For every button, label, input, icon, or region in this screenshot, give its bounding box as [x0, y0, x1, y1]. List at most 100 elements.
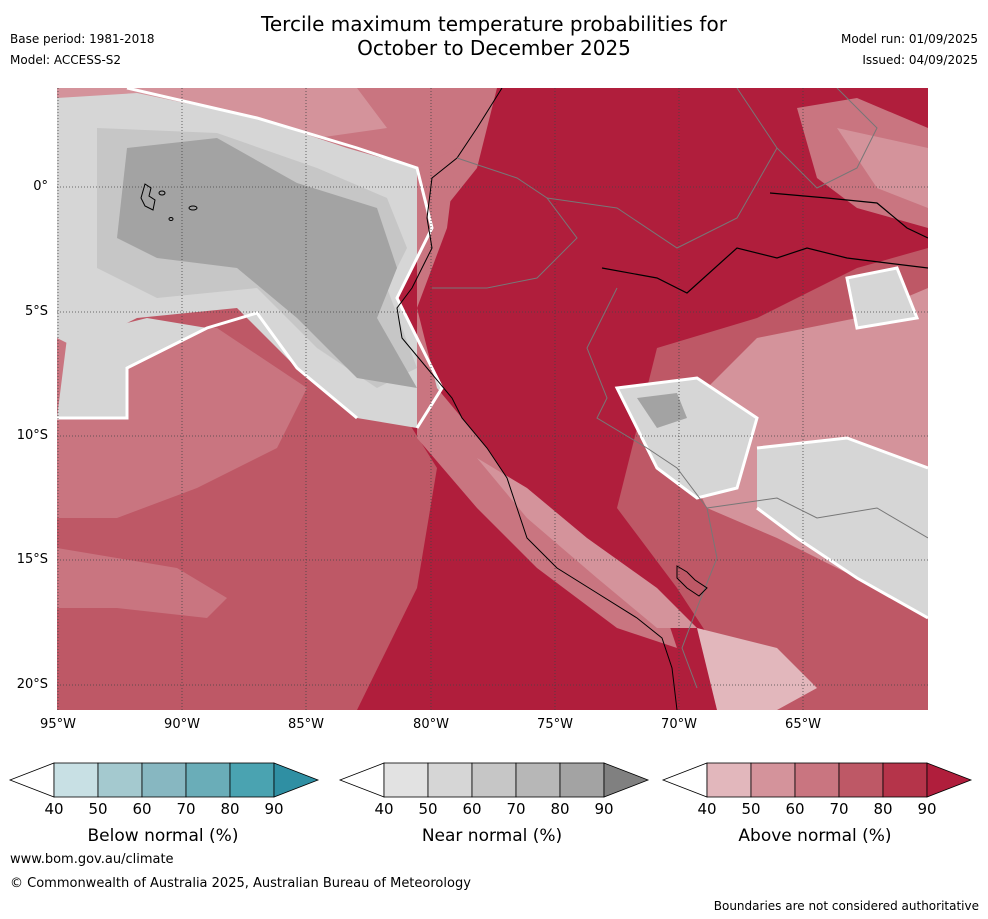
lon-label-90w: 90°W: [164, 717, 200, 732]
colorbars: [8, 762, 973, 798]
coastline: [396, 88, 678, 710]
lon-label-95w: 95°W: [40, 717, 76, 732]
lat-label-20s: 20°S: [16, 677, 48, 692]
near-normal-region-east: [757, 438, 928, 618]
below-tick-70: 70: [176, 800, 196, 818]
near-tick-50: 50: [418, 800, 438, 818]
above-tick-90: 90: [917, 800, 937, 818]
copyright: © Commonwealth of Australia 2025, Austra…: [10, 876, 471, 891]
below-tick-50: 50: [88, 800, 108, 818]
above-band-ocean-lowerwest: [57, 548, 227, 618]
galapagos-small-1: [158, 190, 166, 196]
boundary-near-ocean: [126, 88, 444, 429]
above-tick-60: 60: [785, 800, 805, 818]
lon-label-75w: 75°W: [537, 717, 573, 732]
boundary-near-ne: [845, 266, 920, 330]
below-swatch-70: [185, 762, 231, 798]
near-normal-80-ocean: [117, 138, 417, 388]
near-tick-70: 70: [506, 800, 526, 818]
near-arrow-low: [338, 762, 385, 798]
above-coastal-light: [477, 458, 697, 628]
graticule: [57, 88, 928, 710]
title-line-1: Tercile maximum temperature probabilitie…: [261, 12, 727, 36]
issued-date: Issued: 04/09/2025: [862, 53, 978, 67]
lat-label-15s: 15°S: [16, 552, 48, 567]
model-name: Model: ACCESS-S2: [10, 53, 122, 67]
near-normal-inland-dark: [637, 393, 687, 428]
below-swatch-80: [229, 762, 275, 798]
lon-label-80w: 80°W: [413, 717, 449, 732]
near-normal-title: Near normal (%): [421, 826, 563, 846]
boundaries-note: Boundaries are not considered authoritat…: [713, 899, 979, 913]
near-tick-90: 90: [594, 800, 614, 818]
boundary-near-inland: [614, 376, 759, 500]
near-swatch-40: [383, 762, 429, 798]
above-tick-80: 80: [873, 800, 893, 818]
near-tick-80: 80: [550, 800, 570, 818]
lon-label-70w: 70°W: [661, 717, 697, 732]
border-5: [706, 497, 928, 539]
above-coastal-strip: [417, 148, 677, 648]
galapagos-main: [140, 183, 156, 211]
major-rivers: [601, 192, 928, 294]
near-swatch-70: [515, 762, 561, 798]
near-normal-region-sw: [57, 318, 207, 418]
above-arrow-low: [661, 762, 708, 798]
title-line-2: October to December 2025: [357, 36, 631, 60]
river-north: [769, 192, 928, 239]
near-swatch-80: [559, 762, 605, 798]
above-tick-40: 40: [697, 800, 717, 818]
tercile-boundaries: [57, 88, 928, 620]
below-normal-title: Below normal (%): [87, 826, 239, 846]
near-tick-60: 60: [462, 800, 482, 818]
border-1: [432, 157, 578, 289]
above-swatch-40: [706, 762, 752, 798]
below-arrow-low: [8, 762, 55, 798]
lon-label-65w: 65°W: [785, 717, 821, 732]
meta-right: Model run: 01/09/2025 Issued: 04/09/2025: [841, 29, 978, 71]
above-south-east-light: [697, 628, 817, 710]
below-swatch-60: [141, 762, 187, 798]
above-swatch-70: [838, 762, 884, 798]
above-swatch-60: [794, 762, 840, 798]
colorbar-below: [8, 762, 320, 798]
near-swatch-50: [427, 762, 473, 798]
border-4: [681, 507, 718, 689]
river-amazon: [601, 247, 928, 294]
above-swatch-80: [882, 762, 928, 798]
lat-label-0: 0°: [33, 179, 48, 194]
below-swatch-40: [53, 762, 99, 798]
above-band-ne-light: [837, 128, 928, 208]
country-borders: [432, 88, 928, 689]
lake-titicaca: [676, 565, 708, 597]
below-tick-80: 80: [220, 800, 240, 818]
boundary-near-sw: [57, 311, 358, 420]
border-2: [546, 88, 778, 249]
near-tick-40: 40: [374, 800, 394, 818]
probability-map: [57, 88, 928, 710]
colorbar-near: [338, 762, 650, 798]
base-period: Base period: 1981-2018: [10, 32, 155, 46]
below-tick-40: 40: [44, 800, 64, 818]
above-arrow-high: [926, 762, 973, 798]
lat-label-10s: 10°S: [16, 428, 48, 443]
galapagos-small-2: [188, 205, 198, 211]
map-title: Tercile maximum temperature probabilitie…: [0, 12, 988, 60]
meta-left: Base period: 1981-2018 Model: ACCESS-S2: [10, 29, 155, 71]
border-3: [586, 287, 708, 509]
bom-url: www.bom.gov.au/climate: [10, 852, 174, 867]
boundary-near-east: [756, 436, 928, 620]
lon-label-85w: 85°W: [288, 717, 324, 732]
near-arrow-high: [603, 762, 650, 798]
lat-label-5s: 5°S: [24, 304, 48, 319]
islands: [140, 183, 708, 597]
border-6: [776, 88, 878, 189]
above-normal-title: Above normal (%): [738, 826, 892, 846]
model-run: Model run: 01/09/2025: [840, 32, 978, 46]
below-swatch-50: [97, 762, 143, 798]
near-normal-region-ne: [847, 268, 917, 328]
above-tick-50: 50: [741, 800, 761, 818]
below-arrow-high: [273, 762, 320, 798]
near-swatch-60: [471, 762, 517, 798]
below-tick-60: 60: [132, 800, 152, 818]
